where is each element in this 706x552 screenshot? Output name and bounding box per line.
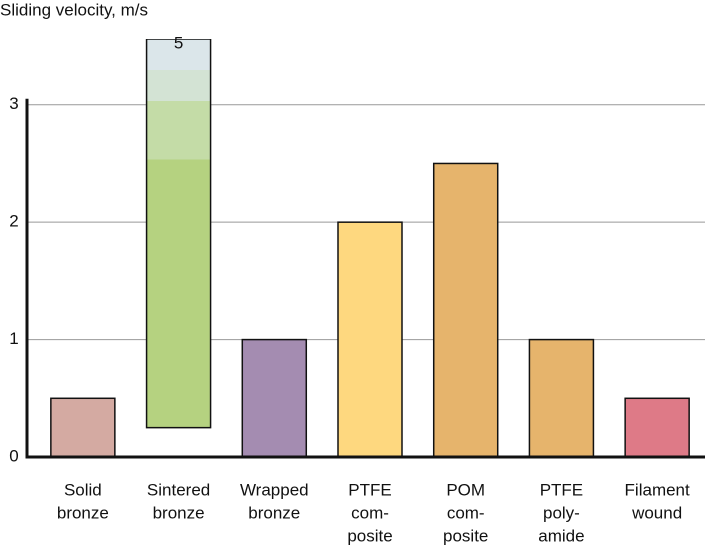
bar <box>241 338 308 458</box>
x-tick-label: Wrapped <box>240 480 309 499</box>
x-tick-label: bronze <box>153 503 205 522</box>
x-tick-label: com- <box>447 503 485 522</box>
x-tick-label: bronze <box>248 503 300 522</box>
y-tick-label: 0 <box>9 446 18 465</box>
x-tick-label: amide <box>538 526 584 545</box>
bar <box>432 162 499 458</box>
x-tick-label: com- <box>351 503 389 522</box>
y-tick-label: 3 <box>9 94 18 113</box>
x-tick-label: posite <box>347 526 392 545</box>
y-tick-label: 1 <box>9 329 18 348</box>
bar <box>50 397 116 458</box>
bar <box>624 397 690 458</box>
x-tick-label: Filament <box>625 480 690 499</box>
x-tick-label: poly- <box>543 503 580 522</box>
bar <box>145 39 212 429</box>
x-tick-label: wound <box>631 503 682 522</box>
value-label: 5 <box>174 33 183 52</box>
x-tick-label: posite <box>443 526 488 545</box>
x-tick-label: PTFE <box>348 480 391 499</box>
x-tick-label: bronze <box>57 503 109 522</box>
y-tick-label: 2 <box>9 212 18 231</box>
x-tick-label: PTFE <box>540 480 583 499</box>
bar <box>528 338 595 458</box>
bars <box>50 39 690 458</box>
bar <box>337 221 403 458</box>
x-tick-label: Solid <box>64 480 102 499</box>
chart-title: Sliding velocity, m/s <box>0 0 148 19</box>
x-tick-label: Sintered <box>147 480 210 499</box>
x-tick-label: POM <box>446 480 485 499</box>
